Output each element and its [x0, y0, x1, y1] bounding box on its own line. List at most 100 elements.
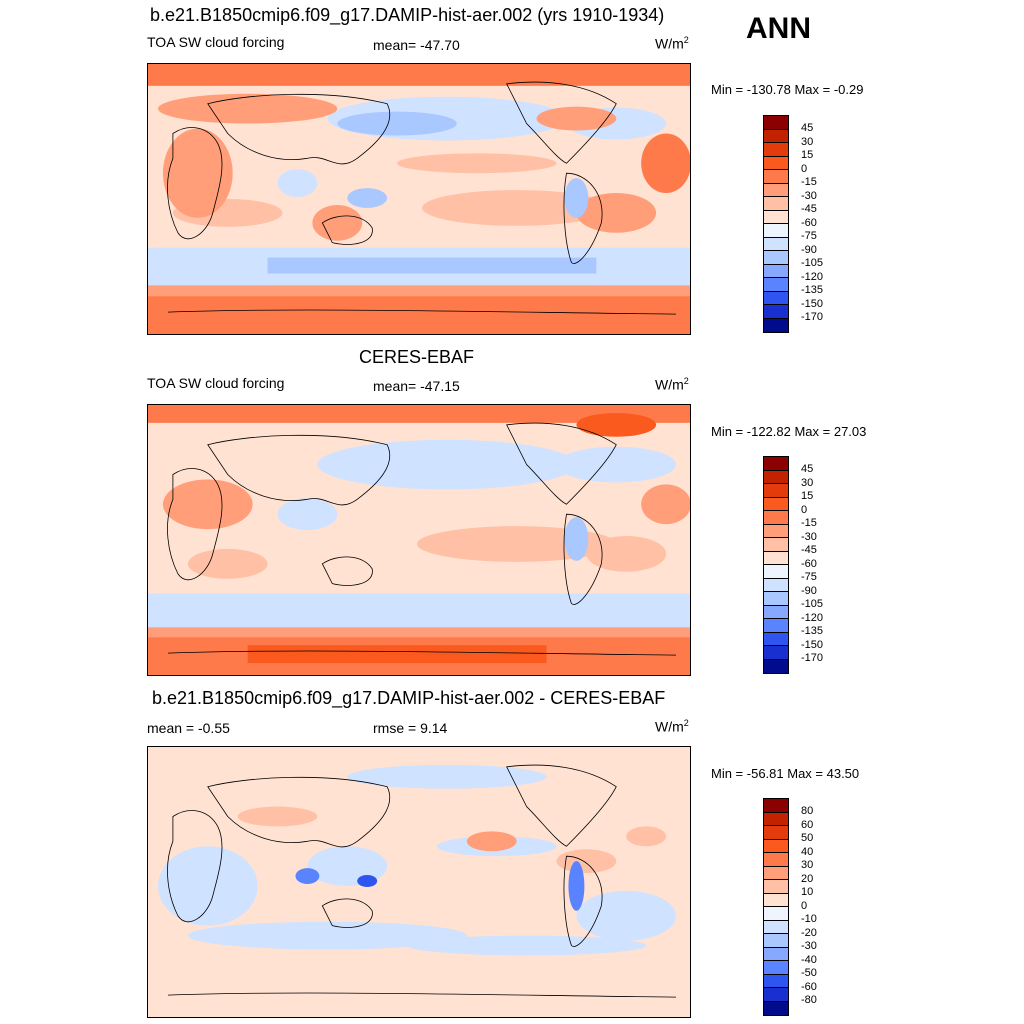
colorbar-swatch: [764, 934, 788, 948]
panel2-map: [147, 404, 691, 676]
panel3-rmse-label: rmse = 9.14: [373, 720, 448, 736]
colorbar-swatch: [764, 197, 788, 211]
colorbar-label: -135: [801, 625, 824, 637]
colorbar-swatch: [764, 484, 788, 498]
colorbar-swatch: [764, 961, 788, 975]
colorbar-swatch: [764, 799, 788, 813]
colorbar-label: -45: [801, 544, 817, 556]
colorbar-swatch: [764, 578, 788, 592]
panel1-minmax: Min = -130.78 Max = -0.29: [711, 82, 864, 97]
panel1-colorbar: [763, 115, 789, 333]
colorbar-label: -15: [801, 517, 817, 529]
colorbar-swatch: [764, 457, 788, 471]
colorbar-swatch: [764, 264, 788, 278]
colorbar-label: -10: [801, 913, 817, 925]
colorbar-swatch: [764, 605, 788, 619]
colorbar-swatch: [764, 143, 788, 157]
colorbar-label: 0: [801, 503, 808, 516]
colorbar-label: -75: [801, 571, 817, 583]
colorbar-swatch: [764, 659, 788, 673]
colorbar-label: 0: [801, 162, 808, 175]
colorbar-label: -120: [801, 611, 824, 624]
colorbar-label: 20: [801, 872, 814, 885]
colorbar-label: 40: [801, 845, 814, 858]
colorbar-label: 15: [801, 149, 814, 161]
panel2-minmax: Min = -122.82 Max = 27.03: [711, 424, 867, 439]
colorbar-label: -105: [801, 257, 824, 269]
colorbar-swatch: [764, 988, 788, 1002]
panel2-field-svg: [148, 405, 690, 675]
colorbar-label: 30: [801, 135, 814, 148]
colorbar-swatch: [764, 565, 788, 579]
colorbar-label: -80: [801, 994, 817, 1006]
panel2-title: CERES-EBAF: [359, 347, 475, 367]
colorbar-swatch: [764, 619, 788, 633]
season-label: ANN: [746, 12, 811, 45]
colorbar-label: -105: [801, 598, 824, 610]
colorbar-swatch: [764, 183, 788, 197]
panel3-mean-label: mean = -0.55: [147, 720, 230, 736]
colorbar-label: -170: [801, 652, 824, 664]
colorbar-label: -75: [801, 230, 817, 242]
panel3-minmax: Min = -56.81 Max = 43.50: [711, 766, 860, 781]
colorbar-label: 30: [801, 859, 814, 871]
colorbar-swatch: [764, 812, 788, 826]
colorbar-label: -45: [801, 203, 817, 215]
colorbar-label: 45: [801, 463, 814, 475]
colorbar-swatch: [764, 880, 788, 894]
colorbar-swatch: [764, 470, 788, 484]
colorbar-swatch: [764, 170, 788, 184]
panel2-mean-label: mean= -47.15: [373, 378, 460, 394]
colorbar-label: 30: [801, 476, 814, 489]
colorbar-swatch: [764, 866, 788, 880]
colorbar-label: -150: [801, 638, 824, 651]
colorbar-swatch: [764, 278, 788, 292]
colorbar-label: 50: [801, 832, 814, 844]
colorbar-swatch: [764, 947, 788, 961]
panel3-map: [147, 746, 691, 1018]
colorbar-label: -90: [801, 243, 817, 256]
colorbar-swatch: [764, 551, 788, 565]
colorbar-label: -20: [801, 926, 817, 939]
colorbar-label: -120: [801, 270, 824, 283]
colorbar-swatch: [764, 974, 788, 988]
panel3-colorbar: [763, 798, 789, 1016]
colorbar-swatch: [764, 318, 788, 332]
colorbar-swatch: [764, 497, 788, 511]
panel3-field-svg: [148, 747, 690, 1017]
colorbar-swatch: [764, 538, 788, 552]
colorbar-swatch: [764, 853, 788, 867]
colorbar-swatch: [764, 1001, 788, 1015]
colorbar-swatch: [764, 305, 788, 319]
colorbar-label: -135: [801, 284, 824, 296]
colorbar-swatch: [764, 156, 788, 170]
colorbar-label: -30: [801, 189, 817, 202]
colorbar-swatch: [764, 839, 788, 853]
colorbar-label: -150: [801, 297, 824, 310]
colorbar-swatch: [764, 826, 788, 840]
colorbar-label: -30: [801, 530, 817, 543]
colorbar-swatch: [764, 251, 788, 265]
colorbar-swatch: [764, 224, 788, 238]
colorbar-label: -15: [801, 176, 817, 188]
colorbar-label: -50: [801, 967, 817, 979]
panel2-variable-label: TOA SW cloud forcing: [147, 375, 285, 391]
colorbar-label: 80: [801, 805, 814, 817]
colorbar-label: 15: [801, 490, 814, 502]
colorbar-swatch: [764, 129, 788, 143]
colorbar-swatch: [764, 893, 788, 907]
colorbar-label: 45: [801, 122, 814, 134]
colorbar-swatch: [764, 920, 788, 934]
colorbar-swatch: [764, 116, 788, 130]
panel3-title: b.e21.B1850cmip6.f09_g17.DAMIP-hist-aer.…: [152, 688, 666, 708]
colorbar-swatch: [764, 646, 788, 660]
colorbar-swatch: [764, 524, 788, 538]
colorbar-label: -90: [801, 584, 817, 597]
panel3-units: W/m2: [655, 718, 689, 735]
colorbar-swatch: [764, 907, 788, 921]
panel2-colorbar: [763, 456, 789, 674]
panel1-variable-label: TOA SW cloud forcing: [147, 34, 285, 50]
panel2-units: W/m2: [655, 376, 689, 393]
panel1-units: W/m2: [655, 35, 689, 52]
colorbar-label: -60: [801, 980, 817, 993]
